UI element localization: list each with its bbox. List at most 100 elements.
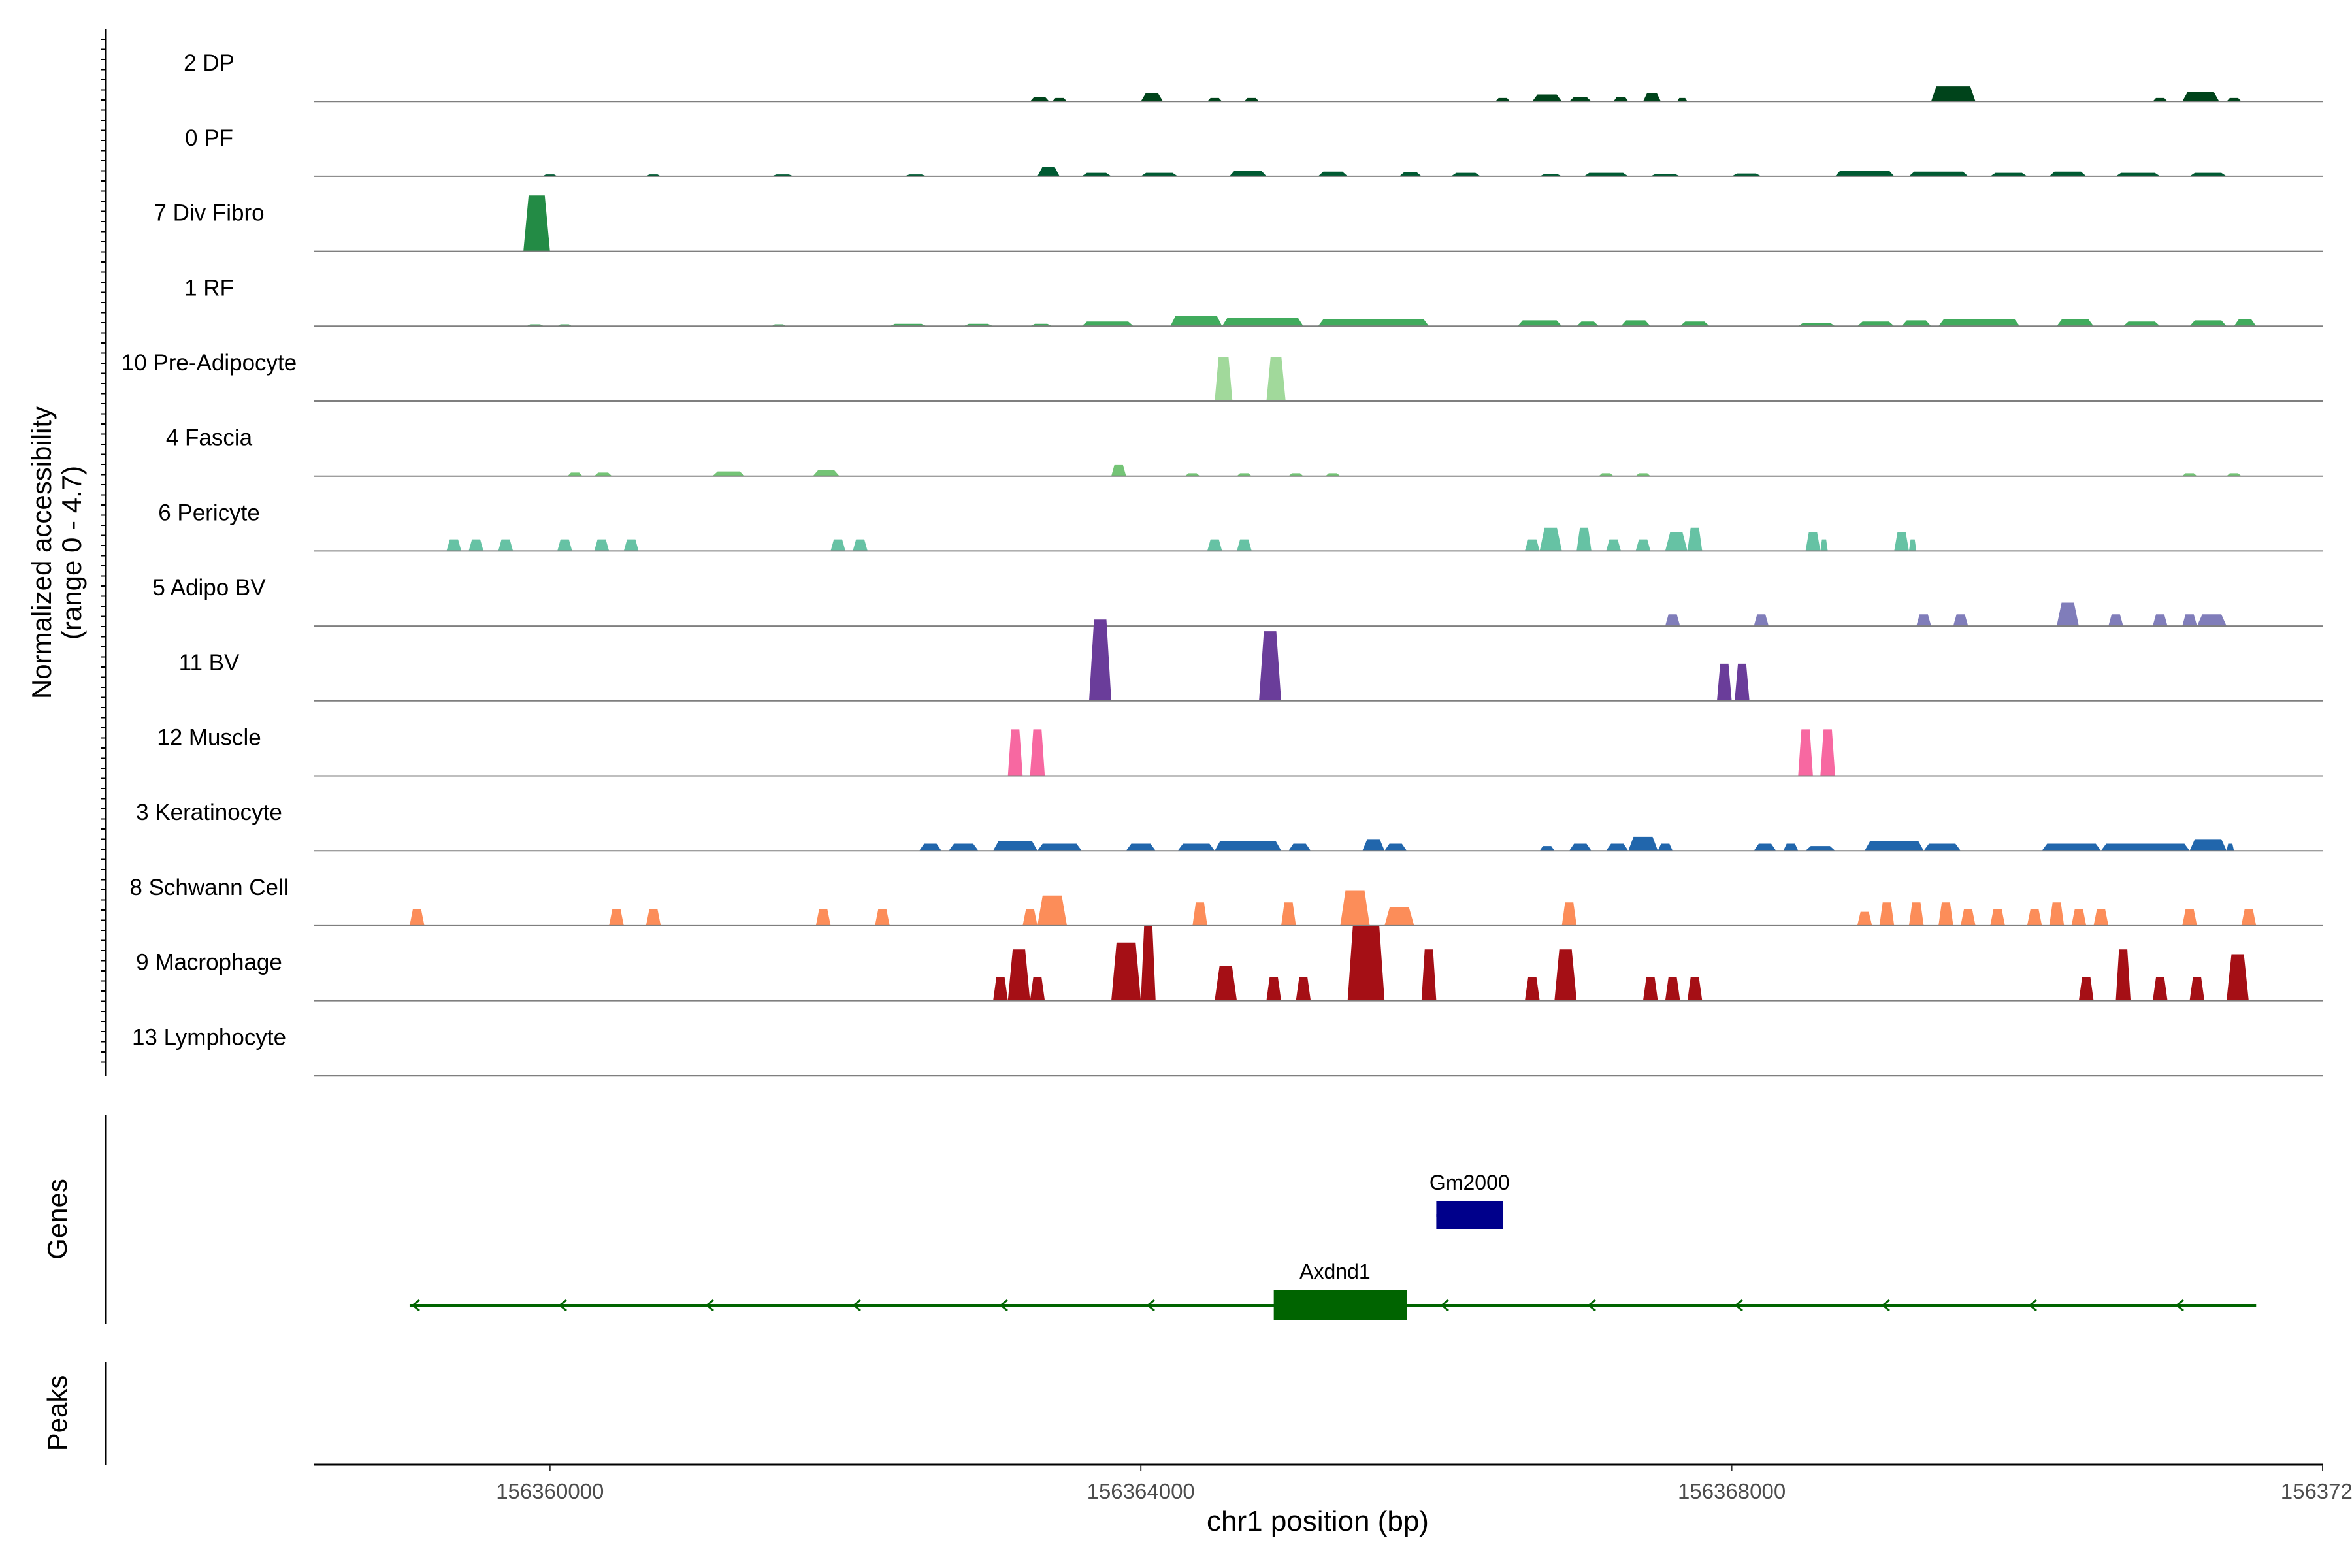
coverage-peak bbox=[1665, 614, 1680, 627]
coverage-peak bbox=[1576, 321, 1599, 327]
track-label: 4 Fascia bbox=[166, 425, 253, 451]
track-12-muscle: 12 Muscle bbox=[157, 725, 2323, 777]
coverage-peak bbox=[1517, 320, 1562, 327]
track-13-lymphocyte: 13 Lymphocyte bbox=[132, 1024, 2323, 1077]
track-7-div-fibro: 7 Div Fibro bbox=[154, 195, 2323, 252]
gene-name: Axdnd1 bbox=[1299, 1260, 1371, 1283]
coverage-peak bbox=[2189, 320, 2227, 327]
track-label: 12 Muscle bbox=[157, 725, 261, 751]
coverage-peak bbox=[2108, 614, 2123, 627]
coverage-peak bbox=[993, 977, 1008, 1001]
coverage-peak bbox=[1081, 321, 1134, 327]
coverage-peak bbox=[1990, 172, 2027, 176]
coverage-peak bbox=[1037, 167, 1060, 176]
coverage-peak bbox=[1621, 320, 1651, 327]
coverage-peak bbox=[1923, 843, 1961, 851]
coverage-peak bbox=[1798, 323, 1835, 327]
coverage-peak bbox=[1554, 949, 1577, 1001]
coverage-peak bbox=[609, 909, 624, 926]
coverage-peak bbox=[1865, 841, 1924, 851]
coverage-peak bbox=[1318, 171, 1348, 176]
coverage-peak bbox=[1879, 902, 1895, 926]
strand-arrow bbox=[2175, 1299, 2184, 1312]
coverage-peak bbox=[1244, 97, 1260, 102]
coverage-peak bbox=[446, 539, 462, 551]
coverage-peak bbox=[2049, 902, 2065, 926]
coverage-peak bbox=[1288, 473, 1303, 476]
coverage-peak bbox=[1030, 977, 1045, 1001]
coverage-peak bbox=[1177, 843, 1215, 851]
coverage-peak bbox=[815, 909, 831, 926]
coverage-peak bbox=[557, 539, 572, 551]
track-label: 2 DP bbox=[184, 50, 235, 76]
coverage-peak bbox=[1237, 539, 1252, 551]
track-9-macrophage: 9 Macrophage bbox=[136, 926, 2323, 1002]
coverage-peak bbox=[2071, 909, 2087, 926]
coverage-peak bbox=[1901, 320, 1931, 327]
coverage-peak bbox=[1835, 171, 1895, 176]
coverage-peak bbox=[2049, 171, 2087, 176]
coverage-peak bbox=[1938, 902, 1953, 926]
coverage-peak bbox=[594, 472, 612, 476]
track-0-pf: 0 PF bbox=[185, 125, 2323, 177]
coverage-peak bbox=[1820, 539, 1828, 551]
coverage-peak bbox=[1281, 902, 1296, 926]
coverage-peak bbox=[1495, 97, 1511, 102]
track-10-pre-adipocyte: 10 Pre-Adipocyte bbox=[122, 350, 2323, 402]
coverage-peak bbox=[1525, 977, 1540, 1001]
track-label: 8 Schwann Cell bbox=[129, 875, 288, 900]
coverage-peak bbox=[1384, 907, 1414, 926]
coverage-peak bbox=[1347, 926, 1385, 1001]
track-label: 3 Keratinocyte bbox=[136, 800, 282, 825]
x-tick-label: 1563720 bbox=[2281, 1479, 2352, 1503]
coverage-peak bbox=[1916, 614, 1931, 627]
coverage-peak bbox=[1052, 97, 1068, 102]
coverage-peak bbox=[1259, 631, 1281, 701]
coverage-peak bbox=[1857, 321, 1895, 327]
coverage-peak bbox=[1215, 357, 1233, 401]
coverage-peak bbox=[1938, 319, 2020, 327]
coverage-peak bbox=[2042, 843, 2101, 851]
coverage-peak bbox=[2182, 614, 2197, 627]
coverage-peak bbox=[1451, 172, 1481, 176]
coverage-peak bbox=[949, 843, 979, 851]
track-label: 10 Pre-Adipocyte bbox=[122, 350, 297, 376]
track-label: 1 RF bbox=[184, 275, 234, 301]
coverage-peak bbox=[1318, 319, 1429, 327]
coverage-peak bbox=[1908, 902, 1924, 926]
coverage-peak bbox=[1141, 172, 1178, 176]
strand-arrow bbox=[1587, 1299, 1596, 1312]
coverage-peak bbox=[1007, 729, 1023, 776]
coverage-peak bbox=[1539, 527, 1562, 551]
peaks-label: Peaks bbox=[42, 1375, 73, 1452]
coverage-peak bbox=[1961, 909, 1976, 926]
coverage-peak bbox=[645, 909, 661, 926]
coverage-peak bbox=[1207, 539, 1222, 551]
coverage-peak bbox=[2227, 954, 2249, 1001]
coverage-peak bbox=[1658, 843, 1673, 851]
coverage-peak bbox=[1606, 843, 1629, 851]
coverage-peak bbox=[1237, 473, 1252, 476]
coverage-peak bbox=[1599, 473, 1614, 476]
coverage-peak bbox=[830, 539, 845, 551]
track-label: 0 PF bbox=[185, 125, 233, 151]
coverage-peak bbox=[2123, 321, 2161, 327]
strand-arrow bbox=[2028, 1299, 2037, 1312]
coverage-peak bbox=[1421, 949, 1437, 1001]
coverage-peak bbox=[1089, 619, 1111, 701]
coverage-peak bbox=[1111, 464, 1126, 476]
track-label: 9 Macrophage bbox=[136, 950, 282, 975]
coverage-peak bbox=[2115, 172, 2161, 176]
coverage-peak bbox=[1569, 97, 1592, 102]
y-axis-label: Normalized accessibility bbox=[26, 406, 57, 699]
coverage-peak bbox=[1680, 321, 1710, 327]
coverage-peak bbox=[567, 472, 583, 476]
coverage-peak bbox=[2189, 839, 2227, 851]
coverage-peak bbox=[498, 539, 514, 551]
coverage-peak bbox=[1798, 729, 1813, 776]
strand-arrow bbox=[1146, 1299, 1155, 1312]
coverage-peak bbox=[2227, 473, 2242, 476]
track-4-fascia: 4 Fascia bbox=[166, 425, 2323, 477]
coverage-peak bbox=[1735, 663, 1750, 701]
